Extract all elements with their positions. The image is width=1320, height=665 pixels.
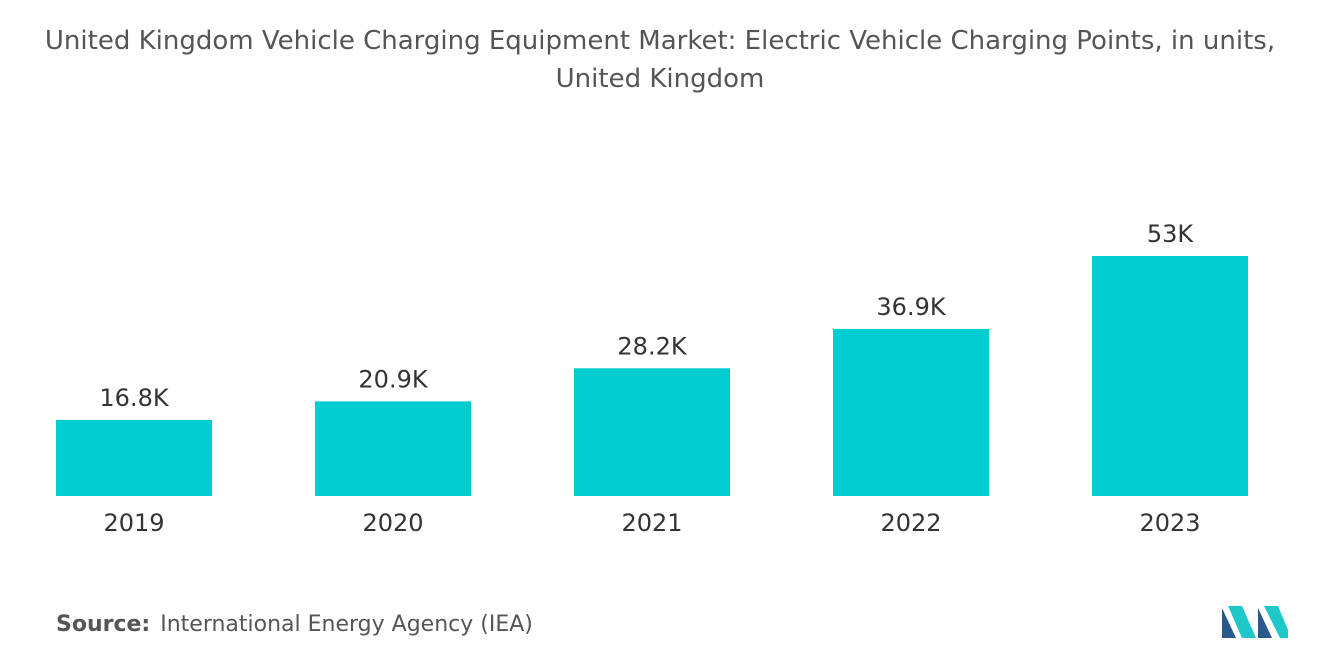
bar [1092, 256, 1248, 496]
value-label: 28.2K [617, 332, 687, 360]
value-label: 36.9K [876, 293, 946, 321]
chart-title: United Kingdom Vehicle Charging Equipmen… [44, 26, 1276, 94]
value-label: 20.9K [358, 365, 428, 393]
bar [833, 328, 989, 496]
chart: 16.8K 2019 20.9K 2020 28.2K 2021 36.9K 2022 53K 2… [56, 220, 1248, 537]
bar [315, 401, 471, 496]
x-tick-label: 2019 [103, 509, 164, 537]
logo-shape [1264, 606, 1288, 638]
bar [56, 419, 212, 496]
source: Source: International Energy Agency (IEA) [56, 612, 533, 637]
x-tick-label: 2020 [362, 509, 423, 537]
source-label: Source: [56, 612, 151, 637]
x-tick-label: 2022 [880, 509, 941, 537]
x-tick-label: 2021 [621, 509, 682, 537]
source-text: International Energy Agency (IEA) [160, 612, 533, 637]
logo [1222, 606, 1288, 638]
x-tick-label: 2023 [1139, 509, 1200, 537]
value-label: 16.8K [99, 384, 169, 412]
logo-shape [1258, 608, 1272, 638]
value-label: 53K [1147, 220, 1195, 248]
logo-shape [1228, 606, 1256, 638]
bar [574, 368, 730, 496]
logo-shape [1222, 608, 1236, 638]
